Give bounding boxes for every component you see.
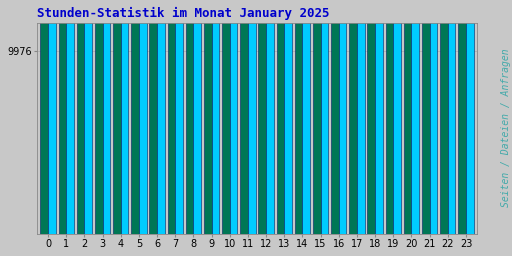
Bar [404,0,412,233]
Bar [368,0,375,233]
Bar [284,0,292,233]
Bar [150,0,157,233]
Bar [339,0,347,233]
Bar [84,0,92,233]
Bar [48,0,56,233]
Bar [430,0,437,233]
Bar [266,0,274,233]
Bar [466,0,474,233]
Bar [222,0,230,233]
Bar [157,0,165,233]
Bar [58,0,66,233]
Bar [331,0,339,233]
Bar [131,0,139,233]
Bar [167,0,175,233]
Bar [248,0,255,233]
Bar [113,0,121,233]
Text: Stunden-Statistik im Monat January 2025: Stunden-Statistik im Monat January 2025 [37,7,330,20]
Bar [321,0,328,233]
Bar [66,0,74,233]
Bar [412,0,419,233]
Bar [40,0,48,233]
Bar [313,0,321,233]
Bar [458,0,466,233]
Bar [295,0,303,233]
Bar [95,0,102,233]
Bar [259,0,266,233]
Bar [422,0,430,233]
Bar [77,0,84,233]
Bar [211,0,219,233]
Bar [276,0,284,233]
Bar [240,0,248,233]
Bar [194,0,201,233]
Bar [393,0,401,233]
Bar [357,0,365,233]
Bar [230,0,238,233]
Bar [448,0,456,233]
Bar [386,0,393,233]
Bar [186,0,194,233]
Bar [204,0,211,233]
Bar [440,0,448,233]
Bar [121,0,129,233]
Text: Seiten / Dateien / Anfragen: Seiten / Dateien / Anfragen [501,49,511,207]
Bar [303,0,310,233]
Bar [139,0,146,233]
Bar [349,0,357,233]
Bar [375,0,383,233]
Bar [175,0,183,233]
Bar [102,0,110,233]
